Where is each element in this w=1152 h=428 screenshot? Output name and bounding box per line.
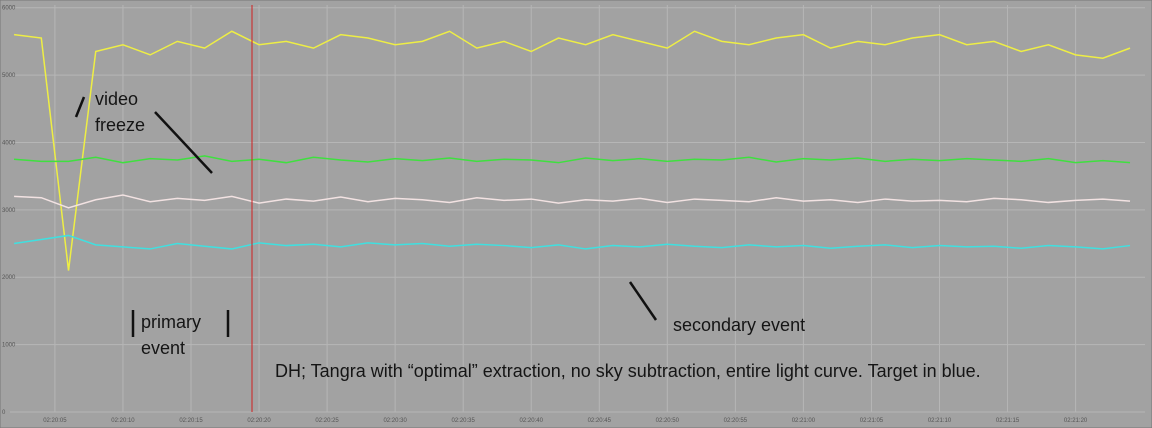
y-tick-label: 1000 xyxy=(2,343,16,349)
x-tick-label: 02:20:25 xyxy=(315,418,339,424)
x-tick-label: 02:21:20 xyxy=(1064,418,1088,424)
x-tick-label: 02:20:35 xyxy=(452,418,476,424)
x-tick-label: 02:21:00 xyxy=(792,418,816,424)
x-tick-label: 02:21:15 xyxy=(996,418,1020,424)
x-tick-label: 02:20:45 xyxy=(588,418,612,424)
pointer xyxy=(154,111,213,174)
x-tick-label: 02:20:05 xyxy=(43,418,67,424)
annotation: secondary event xyxy=(673,315,806,335)
x-tick-label: 02:20:50 xyxy=(656,418,680,424)
series-line xyxy=(14,194,1131,209)
annotation: DH; Tangra with “optimal” extraction, no… xyxy=(275,361,981,381)
y-tick-label: 2000 xyxy=(2,275,16,281)
series-line xyxy=(13,234,1131,250)
x-tick-label: 02:20:55 xyxy=(724,418,748,424)
series-line xyxy=(13,30,1131,271)
y-tick-label: 3000 xyxy=(2,208,16,214)
x-tick-label: 02:20:40 xyxy=(520,418,544,424)
x-tick-label: 02:20:10 xyxy=(111,418,135,424)
x-tick-label: 02:21:10 xyxy=(928,418,952,424)
y-tick-label: 5000 xyxy=(2,73,16,79)
y-tick-label: 0 xyxy=(2,410,6,416)
x-tick-label: 02:20:30 xyxy=(383,418,407,424)
pointer xyxy=(628,281,658,321)
x-tick-label: 02:20:15 xyxy=(179,418,203,424)
y-tick-label: 6000 xyxy=(2,6,16,12)
y-tick-label: 4000 xyxy=(2,140,16,146)
x-tick-label: 02:20:20 xyxy=(247,418,271,424)
annotation: video freeze xyxy=(95,89,146,135)
x-tick-label: 02:21:05 xyxy=(860,418,884,424)
annotation: primary event xyxy=(141,312,202,358)
series-line xyxy=(14,155,1131,164)
pointer xyxy=(74,96,86,118)
